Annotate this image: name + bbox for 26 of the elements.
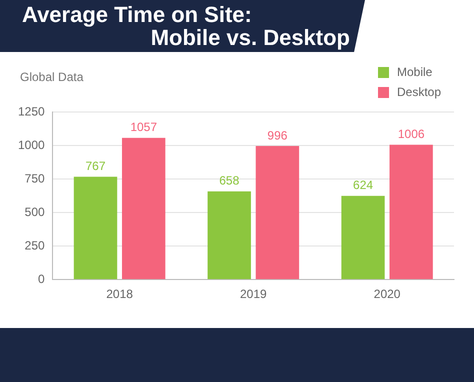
bar <box>341 196 385 280</box>
data-label: 1057 <box>130 120 158 134</box>
y-tick-label: 250 <box>24 238 46 252</box>
y-axis-title: Global Data <box>20 70 84 84</box>
x-tick-label: 2018 <box>106 287 134 302</box>
chart-subtitle: Mobile vs. Desktop <box>150 25 350 51</box>
data-label: 658 <box>219 174 240 188</box>
x-tick-label: 2019 <box>240 287 268 302</box>
y-tick-label: 1000 <box>18 138 46 152</box>
y-tick-label: 1250 <box>18 104 46 118</box>
bar <box>390 144 433 280</box>
data-label: 1006 <box>398 127 425 142</box>
bar <box>208 191 251 280</box>
bar <box>122 138 166 280</box>
x-tick-label: 2020 <box>374 287 401 302</box>
bar <box>256 146 300 280</box>
legend-label: Desktop <box>397 85 442 99</box>
chart-title: Average Time on Site: <box>22 2 252 28</box>
y-tick-label: 0 <box>38 272 46 286</box>
bar <box>74 176 118 280</box>
y-tick-label: 750 <box>24 171 46 186</box>
data-label: 996 <box>267 128 288 142</box>
data-label: 767 <box>85 159 106 174</box>
y-tick-label: 500 <box>24 204 46 219</box>
legend-label: Mobile <box>397 65 432 79</box>
data-label: 624 <box>353 178 374 192</box>
